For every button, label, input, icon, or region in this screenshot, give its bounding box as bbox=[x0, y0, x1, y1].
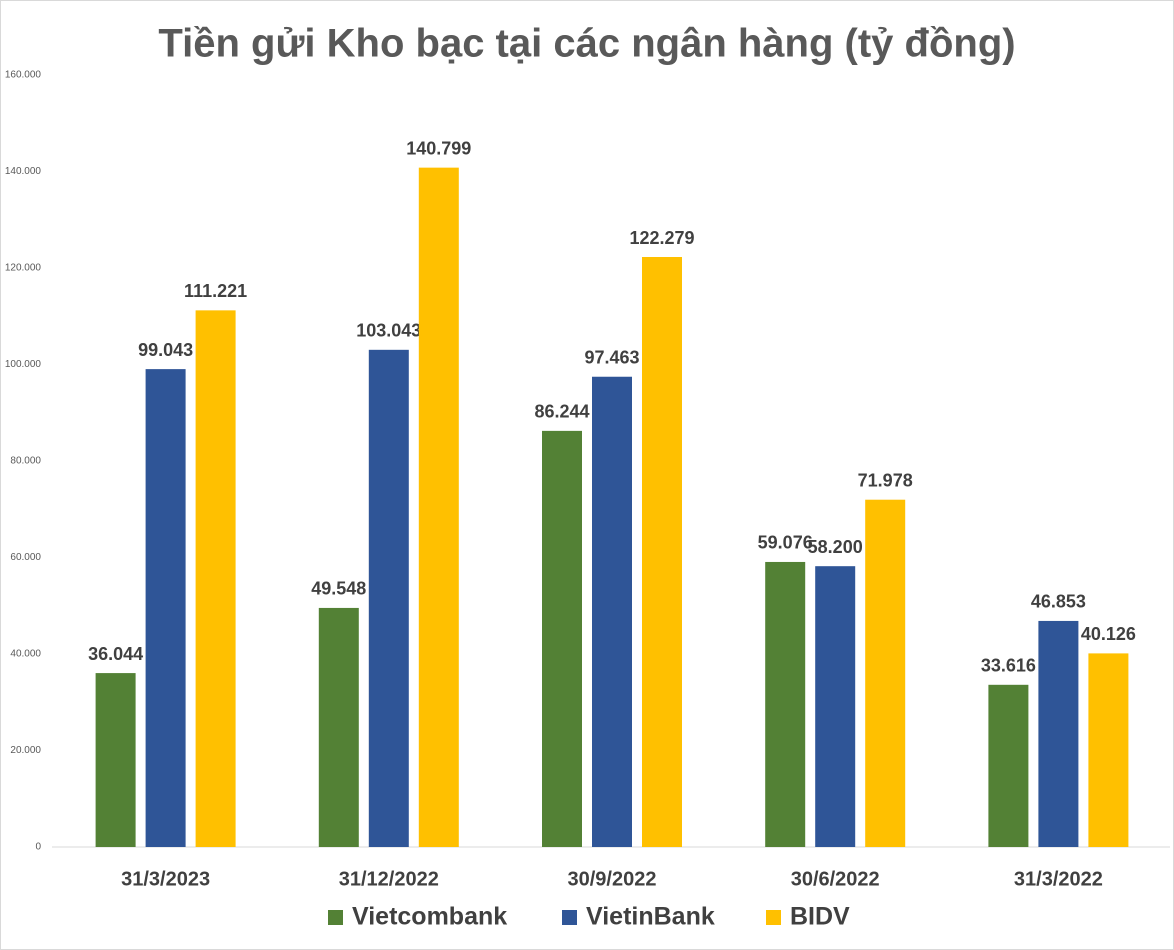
y-tick-label: 60.000 bbox=[10, 552, 41, 563]
bar bbox=[592, 376, 632, 847]
data-label: 36.044 bbox=[88, 644, 143, 664]
data-label: 86.244 bbox=[534, 402, 589, 422]
bar bbox=[1038, 620, 1079, 847]
bar bbox=[1088, 653, 1129, 847]
y-tick-label: 140.000 bbox=[5, 166, 42, 177]
bar bbox=[988, 684, 1029, 847]
x-tick-label: 31/3/2022 bbox=[1014, 868, 1103, 890]
bar bbox=[542, 430, 582, 847]
bar bbox=[145, 369, 186, 847]
bar bbox=[368, 349, 409, 847]
bar bbox=[318, 607, 359, 847]
bar bbox=[95, 673, 136, 847]
bar bbox=[865, 499, 906, 847]
legend-swatch bbox=[766, 910, 781, 925]
data-label: 122.279 bbox=[629, 228, 694, 248]
y-tick-label: 80.000 bbox=[10, 456, 41, 467]
bar bbox=[642, 257, 682, 848]
y-tick-label: 40.000 bbox=[10, 649, 41, 660]
x-tick-label: 31/3/2023 bbox=[121, 868, 210, 890]
data-label: 40.126 bbox=[1081, 624, 1136, 644]
y-tick-label: 100.000 bbox=[5, 359, 42, 370]
data-label: 140.799 bbox=[406, 138, 471, 158]
legend-label: Vietcombank bbox=[352, 903, 507, 931]
bar bbox=[815, 566, 856, 847]
data-label: 49.548 bbox=[311, 579, 366, 599]
legend-swatch bbox=[328, 910, 343, 925]
bar bbox=[418, 167, 459, 847]
data-label: 103.043 bbox=[356, 321, 421, 341]
x-tick-label: 30/6/2022 bbox=[791, 868, 880, 890]
bar bbox=[765, 561, 806, 847]
y-tick-label: 0 bbox=[35, 842, 41, 853]
data-label: 33.616 bbox=[981, 656, 1036, 676]
data-label: 71.978 bbox=[858, 470, 913, 490]
y-tick-label: 160.000 bbox=[5, 70, 42, 81]
data-label: 99.043 bbox=[138, 340, 193, 360]
y-tick-label: 120.000 bbox=[5, 263, 42, 274]
legend-swatch bbox=[562, 910, 577, 925]
data-label: 59.076 bbox=[758, 533, 813, 553]
y-tick-label: 20.000 bbox=[10, 745, 41, 756]
data-label: 58.200 bbox=[808, 537, 863, 557]
bar bbox=[195, 310, 236, 848]
data-label: 46.853 bbox=[1031, 592, 1086, 612]
data-label: 97.463 bbox=[584, 347, 639, 367]
data-label: 111.221 bbox=[184, 281, 247, 301]
legend-label: BIDV bbox=[790, 903, 850, 931]
chart-title: Tiền gửi Kho bạc tại các ngân hàng (tỷ đ… bbox=[158, 22, 1015, 66]
legend-label: VietinBank bbox=[586, 903, 715, 931]
x-tick-label: 31/12/2022 bbox=[339, 868, 439, 890]
x-tick-label: 30/9/2022 bbox=[568, 868, 657, 890]
